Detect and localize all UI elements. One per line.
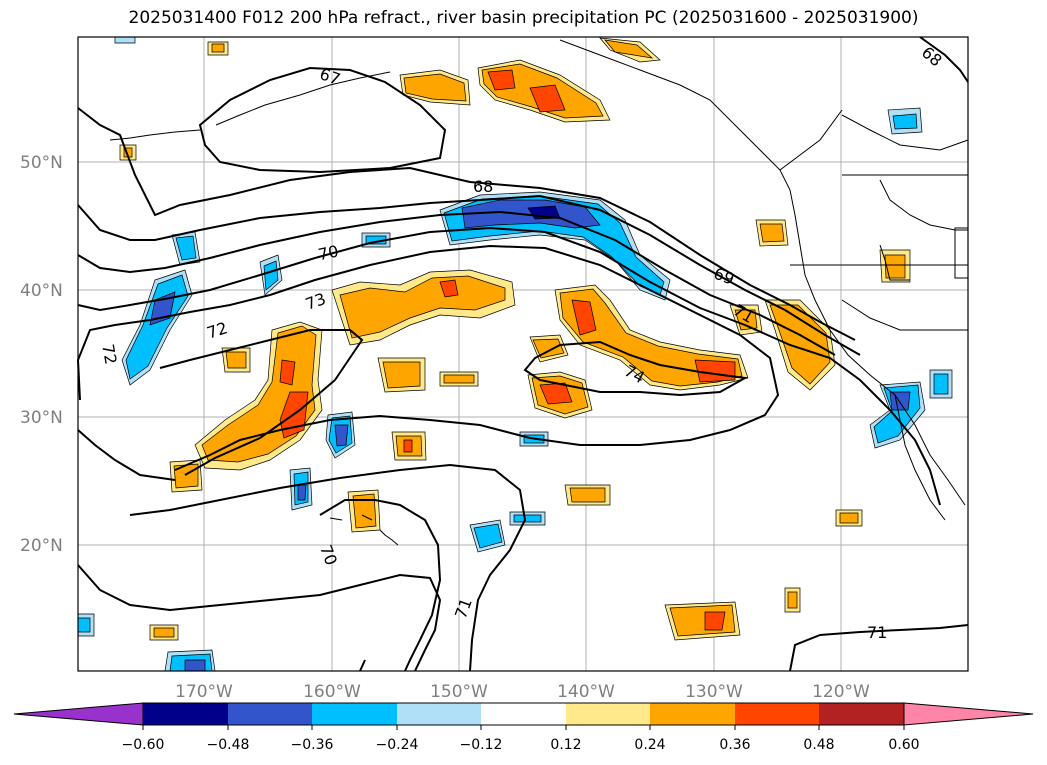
map-title: 2025031400 F012 200 hPa refract., river … [128,8,919,28]
colorbar: −0.60 −0.48 −0.36 −0.24 −0.12 0.12 0.24 … [13,702,1034,753]
lon-label: 130°W [685,682,743,702]
colorbar-tick-label: −0.60 [122,737,165,753]
colorbar-bin [819,703,904,725]
colorbar-tick-label: −0.48 [207,737,250,753]
lon-label: 150°W [430,682,488,702]
colorbar-tick-label: 0.36 [719,737,750,753]
longitude-labels: 170°W 160°W 150°W 140°W 130°W 120°W [175,682,870,702]
contour-label: 71 [451,596,476,622]
colorbar-bin [735,703,819,725]
lon-label: 160°W [303,682,361,702]
colorbar-bin [312,703,397,725]
positive-precip-shading [119,37,911,641]
contour-label: 71 [867,623,887,642]
lat-label: 30°N [20,408,63,428]
contour-label: 69 [711,264,737,289]
colorbar-bin [650,703,735,725]
contour-label: 70 [316,241,340,264]
colorbar-tick-label: 0.24 [634,737,665,753]
contour-label: 70 [316,542,341,568]
colorbar-bin [566,703,650,725]
colorbar-extend-low [13,702,144,726]
refractivity-contours [76,36,969,672]
lon-label: 140°W [557,682,615,702]
negative-precip-shading [77,36,953,672]
lon-label: 120°W [812,682,870,702]
lon-label: 170°W [175,682,233,702]
lat-label: 20°N [20,536,63,556]
colorbar-tick-label: −0.36 [291,737,334,753]
contour-label: 68 [918,43,946,71]
colorbar-tick-label: 0.12 [550,737,581,753]
colorbar-bin [228,703,312,725]
colorbar-tick-label: −0.12 [460,737,503,753]
map-frame [77,36,969,672]
contour-label: 73 [303,289,329,314]
lat-label: 40°N [20,281,63,301]
colorbar-tick-label: 0.48 [803,737,834,753]
colorbar-bin [397,703,481,725]
colorbar-tick-label: −0.24 [376,737,419,753]
contour-label: 72 [205,318,230,342]
contour-label: 72 [98,343,120,366]
colorbar-bin [481,703,566,725]
contour-label: 68 [473,177,493,196]
colorbar-extend-high [903,702,1034,726]
colorbar-tick-label: 0.60 [888,737,919,753]
latitude-labels: 50°N 40°N 30°N 20°N [20,153,63,556]
colorbar-bin [143,703,228,725]
lat-label: 50°N [20,153,63,173]
